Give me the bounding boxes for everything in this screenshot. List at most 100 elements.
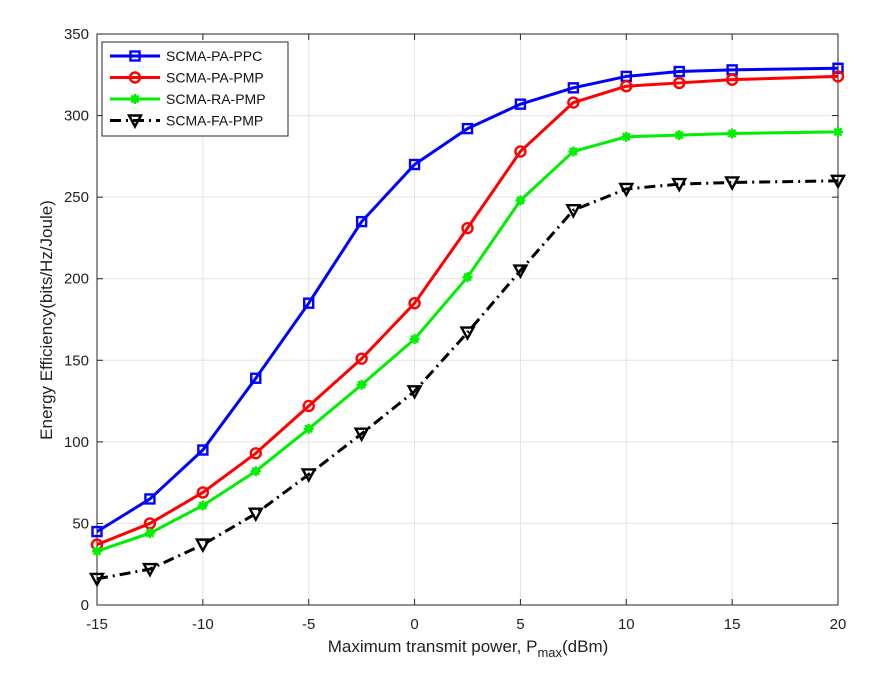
marker-stroke: [621, 132, 631, 142]
marker-stroke: [92, 546, 102, 556]
legend-entry: SCMA-PA-PMP: [110, 70, 264, 86]
data-point: [144, 493, 156, 505]
legend-label: SCMA-RA-PMP: [166, 91, 266, 107]
x-tick-label: 20: [830, 616, 847, 633]
axes-box: [96, 33, 839, 606]
marker-stroke: [251, 466, 261, 476]
data-point: [302, 399, 315, 413]
marker-stroke: [410, 334, 419, 344]
legend-label: SCMA-PA-PMP: [166, 70, 264, 86]
data-point: [831, 70, 845, 83]
data-point: [832, 62, 844, 74]
data-point: [674, 130, 685, 141]
data-point: [515, 195, 526, 206]
data-point: [408, 158, 421, 171]
data-point: [355, 215, 368, 228]
data-point: [197, 444, 209, 456]
data-point: [459, 326, 476, 342]
data-point: [250, 372, 262, 384]
data-point: [194, 538, 211, 554]
x-tick-label: 5: [516, 616, 524, 633]
data-point: [671, 177, 688, 193]
data-point: [567, 96, 580, 109]
x-axis-label-main: Maximum transmit power, P: [328, 637, 538, 656]
data-point: [303, 423, 314, 434]
data-point: [512, 264, 529, 280]
legend-marker: [130, 94, 140, 104]
data-point: [408, 296, 421, 310]
x-tick-label: -5: [302, 616, 315, 633]
y-tick-label: 350: [64, 26, 89, 43]
data-point: [727, 128, 738, 139]
marker-stroke: [304, 424, 314, 434]
y-tick-label: 300: [64, 108, 89, 125]
data-point: [197, 500, 208, 511]
legend-marker: [129, 50, 141, 62]
data-point: [514, 145, 527, 158]
series-scma-pa-ppc: [91, 62, 844, 538]
data-point: [567, 82, 580, 94]
series-line: [96, 66, 839, 533]
data-point: [461, 221, 474, 235]
data-point: [303, 297, 315, 309]
marker-stroke: [833, 127, 843, 137]
marker-stroke: [463, 272, 472, 282]
x-axis-label-subscript: max: [537, 645, 562, 660]
legend-marker: [128, 71, 142, 84]
data-point: [409, 334, 420, 345]
data-point: [92, 546, 102, 557]
y-axis-label: Energy Efficiency(bits/Hz/Joule): [37, 200, 56, 440]
series-scma-ra-pmp: [92, 126, 843, 557]
legend-entry: SCMA-RA-PMP: [110, 91, 266, 107]
data-point: [247, 507, 264, 523]
series-line: [96, 130, 839, 553]
x-tick-label: -10: [192, 616, 214, 633]
data-point: [300, 468, 317, 483]
marker-stroke: [568, 147, 578, 156]
data-point: [829, 174, 847, 190]
series-line: [96, 179, 839, 581]
legend: SCMA-PA-PPC SCMA-PA-PMP SCMA-RA-PMP SCMA-FA…: [101, 41, 289, 137]
data-point: [618, 182, 635, 198]
x-tick-label: 0: [410, 616, 418, 633]
data-point: [406, 385, 423, 400]
legend-entry: SCMA-PA-PPC: [110, 48, 262, 64]
data-point: [568, 146, 579, 157]
data-point: [725, 73, 739, 86]
legend-marker: [126, 114, 144, 130]
x-axis-label: Maximum transmit power, Pmax(dBm): [328, 637, 609, 660]
marker-stroke: [727, 129, 737, 138]
data-point: [673, 76, 686, 90]
y-tick-label: 200: [64, 271, 89, 288]
y-tick-label: 50: [72, 515, 89, 532]
series: [88, 62, 847, 588]
legend-entry: SCMA-FA-PMP: [110, 113, 263, 130]
legend-label: SCMA-FA-PMP: [166, 113, 263, 129]
data-point: [621, 131, 632, 142]
marker-stroke: [674, 130, 684, 140]
data-point: [141, 562, 158, 578]
data-point: [620, 80, 633, 93]
data-point: [514, 98, 527, 110]
data-point: [91, 525, 103, 538]
marker-stroke: [357, 380, 367, 390]
data-point: [88, 572, 106, 588]
data-point: [833, 126, 843, 137]
data-point: [250, 466, 261, 477]
marker-stroke: [145, 528, 155, 538]
x-axis-label-unit: (dBm): [562, 637, 608, 656]
data-point: [353, 427, 370, 443]
y-tick-label: 100: [64, 434, 89, 451]
marker-stroke: [198, 501, 208, 510]
x-tick-label: 10: [618, 616, 635, 633]
data-point: [355, 352, 368, 365]
data-point: [144, 528, 155, 539]
x-tick-label: -15: [86, 616, 108, 633]
data-point: [724, 176, 741, 191]
marker-stroke: [130, 94, 140, 104]
data-point: [673, 65, 685, 78]
data-point: [462, 272, 473, 283]
